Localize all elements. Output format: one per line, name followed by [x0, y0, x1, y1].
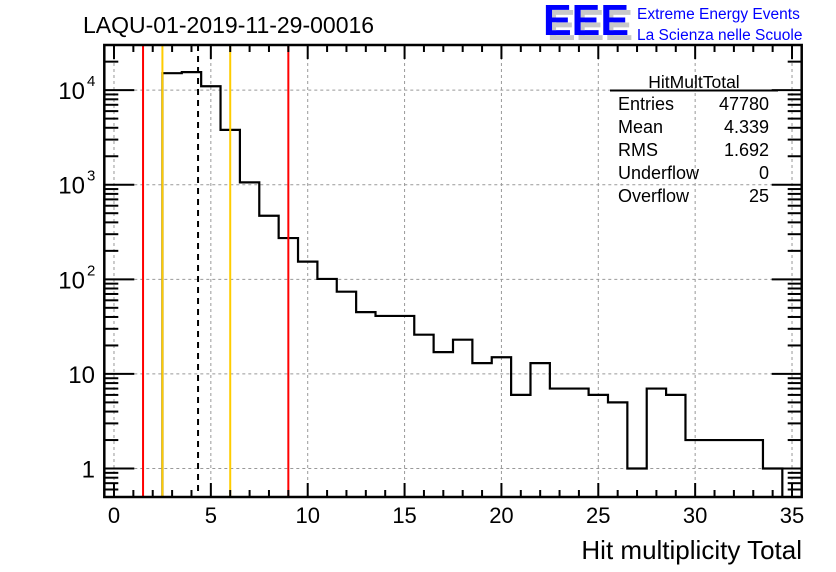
histogram-bin	[337, 292, 356, 497]
x-tick-label: 5	[205, 503, 217, 528]
histogram-bin	[647, 389, 666, 497]
plot-frame	[103, 43, 803, 499]
x-tick-label: 25	[586, 503, 610, 528]
chart-title: LAQU-01-2019-11-29-00016	[83, 12, 374, 38]
stats-label: RMS	[618, 140, 658, 160]
histogram-bin	[724, 440, 743, 497]
stats-label: Entries	[618, 94, 674, 114]
x-tick-label: 20	[489, 503, 513, 528]
stats-box: HitMultTotal Entries 47780 Mean 4.339 RMS 1.6…	[610, 72, 778, 206]
stats-label: Overflow	[618, 186, 690, 206]
stats-title: HitMultTotal	[648, 72, 739, 92]
histogram-bin	[376, 316, 395, 497]
x-tick-label: 10	[295, 503, 319, 528]
histogram-bin	[414, 335, 433, 497]
x-tick-label: 35	[780, 503, 804, 528]
histogram-bin	[259, 216, 278, 497]
histogram-bin	[589, 395, 608, 497]
stats-value: 4.339	[724, 117, 769, 137]
stats-value: 25	[749, 186, 769, 206]
y-tick-label: 10	[58, 267, 85, 294]
y-tick-exponent: 2	[87, 262, 95, 279]
logo-mark: EEE	[543, 0, 629, 45]
y-tick-label: 10	[58, 173, 85, 200]
histogram-bin	[608, 402, 627, 497]
histogram-bin	[453, 340, 472, 497]
stats-value: 47780	[719, 94, 769, 114]
y-tick-label: 10	[58, 78, 85, 105]
x-tick-label: 15	[392, 503, 416, 528]
histogram-bin	[744, 440, 763, 497]
histogram-bin	[240, 182, 259, 497]
eee-logo: EEE Extreme Energy Events La Scienza nel…	[543, 0, 802, 45]
histogram-bin	[472, 363, 491, 497]
stats-value: 1.692	[724, 140, 769, 160]
stats-label: Underflow	[618, 163, 700, 183]
stats-label: Mean	[618, 117, 663, 137]
histogram-bin	[356, 312, 375, 497]
histogram-bin	[317, 279, 336, 497]
x-axis-title: Hit multiplicity Total	[581, 535, 802, 565]
histogram-bin	[705, 440, 724, 497]
y-tick-exponent: 3	[87, 168, 95, 185]
stats-value: 0	[759, 163, 769, 183]
histogram-bin	[492, 357, 511, 497]
logo-line1: Extreme Energy Events	[637, 6, 800, 23]
y-tick-exponent: 4	[87, 73, 95, 90]
histogram-bin	[298, 262, 317, 497]
histogram-bin	[434, 352, 453, 497]
histogram-bin	[666, 395, 685, 497]
histogram-bin	[201, 86, 220, 497]
x-tick-label: 30	[683, 503, 707, 528]
histogram-bin	[395, 316, 414, 497]
histogram-outline	[161, 71, 784, 497]
histogram-bins	[161, 71, 784, 497]
histogram-bin	[511, 395, 530, 497]
logo-line2: La Scienza nelle Scuole	[637, 27, 802, 44]
histogram-bin	[530, 363, 549, 497]
histogram-bin	[162, 73, 181, 497]
histogram-bin	[569, 389, 588, 497]
x-tick-label: 0	[108, 503, 120, 528]
y-tick-label: 10	[68, 362, 95, 389]
marker-lines	[142, 45, 290, 497]
y-tick-label: 1	[82, 457, 95, 484]
grid	[104, 45, 802, 497]
histogram-bin	[550, 389, 569, 497]
